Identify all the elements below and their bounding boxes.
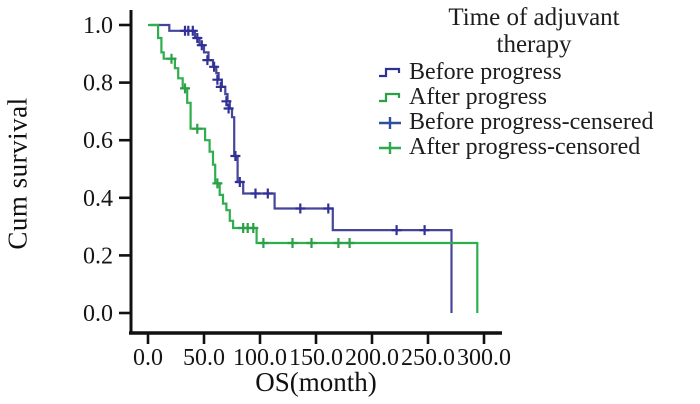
legend-label: Before progress-censered <box>409 109 654 135</box>
censor-mark <box>180 83 190 94</box>
legend-item-after-progress: After progress <box>378 85 690 110</box>
legend-label: After progress <box>409 84 547 110</box>
y-tick-label: 0.6 <box>83 128 113 154</box>
censor-mark <box>295 203 306 214</box>
censor-mark <box>221 96 232 107</box>
x-tick-label: 0.0 <box>133 345 163 371</box>
censor-mark <box>192 123 203 134</box>
censor-mark <box>187 25 198 36</box>
x-tick-label: 250.0 <box>401 345 455 371</box>
legend-title-line1: Time of adjuvant <box>448 4 620 31</box>
censor-mark <box>196 40 207 51</box>
censor-mark <box>215 81 226 92</box>
censor-mark <box>262 188 273 199</box>
x-axis-label: OS(month) <box>255 367 377 397</box>
legend-title: Time of adjuvant therapy <box>378 4 690 58</box>
x-tick-label: 300.0 <box>457 345 511 371</box>
y-tick-label: 0.8 <box>83 71 113 97</box>
censor-mark <box>391 225 402 236</box>
censor-mark <box>306 238 317 248</box>
censor-mark <box>212 74 223 85</box>
censor-mark <box>250 188 261 199</box>
legend-item-after-progress-censored: After progress-censored <box>378 135 690 160</box>
y-tick-label: 0.4 <box>83 186 113 212</box>
censor-mark <box>166 53 177 64</box>
y-axis-label: Cum survival <box>2 97 33 250</box>
censor-mark <box>248 223 259 233</box>
legend-title-line2: therapy <box>496 31 572 58</box>
censor-mark <box>230 151 241 161</box>
legend-label: Before progress <box>409 59 562 85</box>
censor-mark <box>223 103 234 114</box>
censor-mark <box>333 238 344 248</box>
censor-mark <box>323 203 334 214</box>
legend-item-before-progress: Before progress <box>378 60 690 85</box>
censor-mark <box>202 55 213 66</box>
x-tick-label: 150.0 <box>289 345 343 371</box>
tick-labels: 1.0 0.8 0.6 0.4 0.2 0.0 0.0 50.0 100.0 150.0 200.0… <box>83 13 511 371</box>
y-tick-label: 0.0 <box>83 301 113 327</box>
step-line-icon <box>378 91 404 105</box>
censor-mark <box>209 61 220 72</box>
legend-items: Before progress After progress Before pr… <box>378 60 690 160</box>
censor-mark <box>192 33 203 43</box>
censor-mark <box>258 238 269 248</box>
y-tick-label: 0.2 <box>83 243 113 269</box>
plus-marker-icon <box>378 115 404 131</box>
censor-mark <box>287 238 298 248</box>
censor-mark <box>212 178 223 189</box>
x-tick-label: 200.0 <box>345 345 399 371</box>
legend-label: After progress-censored <box>409 134 641 160</box>
x-tick-label: 50.0 <box>183 345 225 371</box>
step-line-icon <box>378 66 404 80</box>
legend: Time of adjuvant therapy Before progress… <box>378 4 690 160</box>
legend-item-before-progress-censored: Before progress-censered <box>378 110 690 135</box>
censor-mark <box>419 225 430 236</box>
censor-marks <box>166 25 430 248</box>
plus-marker-icon <box>378 140 404 156</box>
censor-mark <box>234 177 245 187</box>
censor-mark <box>344 238 355 248</box>
x-tick-label: 100.0 <box>233 345 287 371</box>
y-tick-label: 1.0 <box>83 13 113 39</box>
axes <box>119 10 502 344</box>
